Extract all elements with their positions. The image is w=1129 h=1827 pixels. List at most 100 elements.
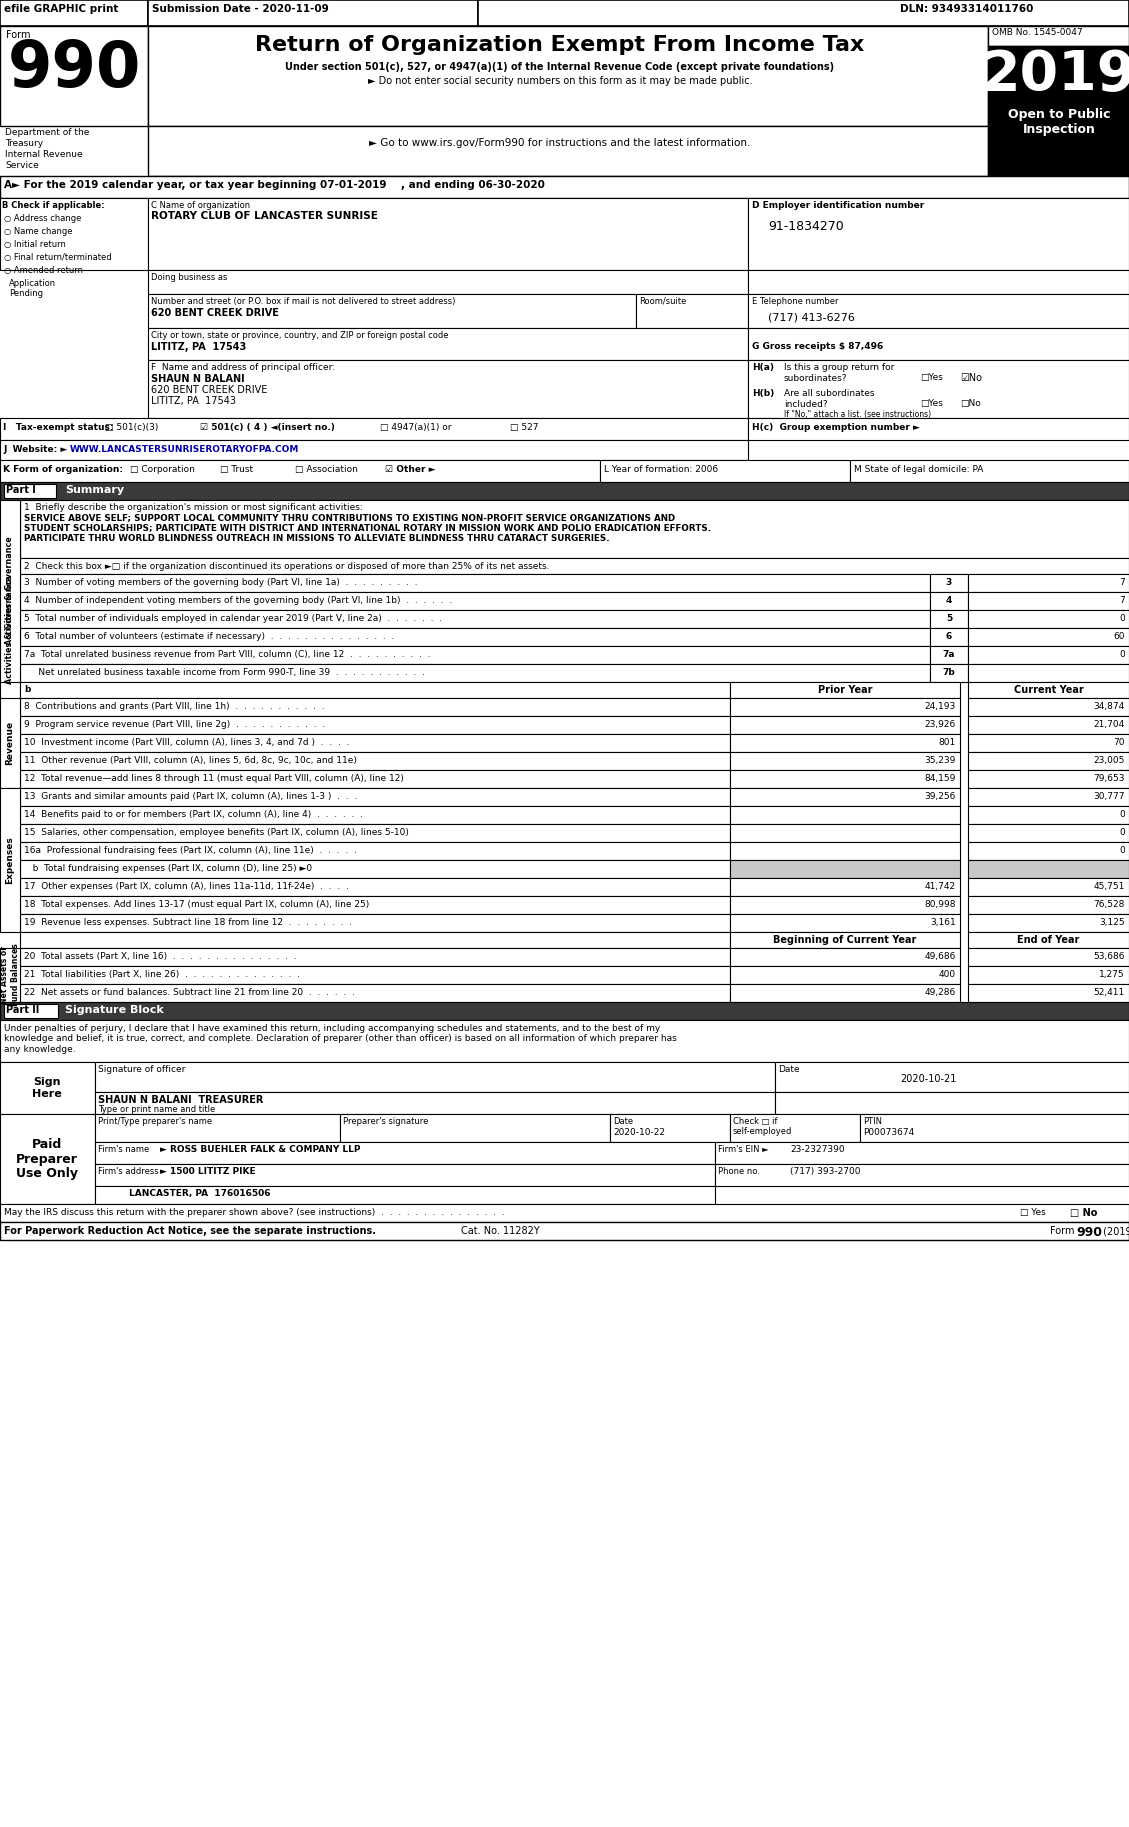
Bar (20, 610, 930, 628)
Text: OMB No. 1545-0047: OMB No. 1545-0047 (992, 27, 1083, 37)
Text: 12  Total revenue—add lines 8 through 11 (must equal Part VIII, column (A), line: 12 Total revenue—add lines 8 through 11 … (24, 775, 404, 784)
Bar (774, 1093, 1129, 1114)
Bar (95, 1142, 715, 1164)
Bar (968, 914, 1129, 932)
Text: 5: 5 (946, 614, 952, 623)
Bar (968, 932, 1129, 948)
Text: LITITZ, PA  17543: LITITZ, PA 17543 (151, 342, 246, 353)
Text: Doing business as: Doing business as (151, 272, 227, 281)
Bar (749, 197, 1129, 270)
Bar (20, 985, 730, 1001)
Bar (968, 681, 1129, 698)
Bar (730, 769, 960, 787)
Bar (148, 0, 478, 26)
Text: 6  Total number of volunteers (estimate if necessary)  .  .  .  .  .  .  .  .  .: 6 Total number of volunteers (estimate i… (24, 632, 394, 641)
Bar (968, 787, 1129, 806)
Bar (148, 329, 749, 360)
Text: 91-1834270: 91-1834270 (768, 219, 843, 234)
Bar (20, 663, 930, 681)
Bar (20, 698, 730, 716)
Text: 0: 0 (1119, 809, 1124, 818)
Bar (95, 1061, 774, 1093)
Text: □ No: □ No (1070, 1208, 1097, 1219)
Text: 7: 7 (1119, 577, 1124, 586)
Text: Signature Block: Signature Block (65, 1005, 164, 1016)
Text: 39,256: 39,256 (925, 791, 956, 800)
Bar (968, 806, 1129, 824)
Bar (860, 1114, 1129, 1142)
Bar (968, 663, 1129, 681)
Bar (0, 175, 1129, 197)
Text: 79,653: 79,653 (1094, 775, 1124, 784)
Bar (0, 1019, 1129, 1061)
Text: P00073674: P00073674 (863, 1127, 914, 1136)
Bar (0, 0, 1129, 26)
Bar (930, 647, 968, 663)
Bar (730, 895, 960, 914)
Text: ► Do not enter social security numbers on this form as it may be made public.: ► Do not enter social security numbers o… (368, 77, 752, 86)
Text: Revenue: Revenue (6, 722, 15, 766)
Bar (148, 197, 749, 270)
Bar (968, 842, 1129, 861)
Text: 0: 0 (1119, 614, 1124, 623)
Text: 53,686: 53,686 (1094, 952, 1124, 961)
Bar (0, 1114, 95, 1204)
Text: 23,005: 23,005 (1094, 756, 1124, 766)
Text: □ Corporation: □ Corporation (130, 466, 195, 473)
Text: 5  Total number of individuals employed in calendar year 2019 (Part V, line 2a) : 5 Total number of individuals employed i… (24, 614, 443, 623)
Text: 2  Check this box ►□ if the organization discontinued its operations or disposed: 2 Check this box ►□ if the organization … (24, 563, 550, 572)
Bar (20, 501, 1129, 557)
Bar (20, 932, 730, 948)
Text: 990: 990 (1076, 1226, 1102, 1239)
Bar (0, 501, 20, 760)
Bar (20, 647, 930, 663)
Bar (0, 460, 599, 482)
Text: Number and street (or P.O. box if mail is not delivered to street address): Number and street (or P.O. box if mail i… (151, 298, 455, 305)
Bar (730, 985, 960, 1001)
Text: 23-2327390: 23-2327390 (790, 1146, 844, 1155)
Text: 19  Revenue less expenses. Subtract line 18 from line 12  .  .  .  .  .  .  .  .: 19 Revenue less expenses. Subtract line … (24, 917, 352, 926)
Text: 17  Other expenses (Part IX, column (A), lines 11a-11d, 11f-24e)  .  .  .  .: 17 Other expenses (Part IX, column (A), … (24, 882, 349, 892)
Text: □No: □No (960, 398, 981, 407)
Text: ► ROSS BUEHLER FALK & COMPANY LLP: ► ROSS BUEHLER FALK & COMPANY LLP (160, 1146, 360, 1155)
Text: Part I: Part I (6, 484, 36, 495)
Bar (20, 879, 730, 895)
Text: Under section 501(c), 527, or 4947(a)(1) of the Internal Revenue Code (except pr: Under section 501(c), 527, or 4947(a)(1)… (286, 62, 834, 71)
Text: A► For the 2019 calendar year, or tax year beginning 07-01-2019    , and ending : A► For the 2019 calendar year, or tax ye… (5, 181, 545, 190)
Bar (148, 360, 749, 418)
Bar (636, 294, 749, 329)
Bar (749, 360, 1129, 418)
Bar (930, 663, 968, 681)
Text: Treasury: Treasury (5, 139, 43, 148)
Text: included?: included? (784, 400, 828, 409)
Text: ☑ Other ►: ☑ Other ► (385, 466, 436, 473)
Bar (730, 879, 960, 895)
Bar (0, 948, 20, 1001)
Text: D Employer identification number: D Employer identification number (752, 201, 925, 210)
Bar (749, 418, 1129, 440)
Text: Current Year: Current Year (1014, 685, 1084, 694)
Text: □ Yes: □ Yes (1019, 1208, 1045, 1217)
Text: Application
Pending: Application Pending (9, 280, 56, 298)
Bar (988, 46, 1129, 100)
Bar (730, 716, 960, 734)
Bar (968, 592, 1129, 610)
Bar (148, 294, 636, 329)
Text: H(a): H(a) (752, 364, 774, 373)
Text: 15  Salaries, other compensation, employee benefits (Part IX, column (A), lines : 15 Salaries, other compensation, employe… (24, 828, 409, 837)
Bar (20, 734, 730, 753)
Bar (749, 270, 1129, 294)
Bar (715, 1164, 1129, 1186)
Bar (340, 1114, 610, 1142)
Text: E Telephone number: E Telephone number (752, 298, 839, 305)
Text: (717) 413-6276: (717) 413-6276 (768, 312, 855, 322)
Bar (20, 574, 930, 592)
Text: Net unrelated business taxable income from Form 990-T, line 39  .  .  .  .  .  .: Net unrelated business taxable income fr… (24, 669, 425, 678)
Text: End of Year: End of Year (1017, 935, 1079, 945)
Text: 9  Program service revenue (Part VIII, line 2g)  .  .  .  .  .  .  .  .  .  .  .: 9 Program service revenue (Part VIII, li… (24, 720, 325, 729)
Bar (730, 753, 960, 769)
Text: Form: Form (1050, 1226, 1077, 1237)
Text: 6: 6 (946, 632, 952, 641)
Text: WWW.LANCASTERSUNRISEROTARYOFPA.COM: WWW.LANCASTERSUNRISEROTARYOFPA.COM (70, 446, 299, 453)
Bar (5, 484, 56, 499)
